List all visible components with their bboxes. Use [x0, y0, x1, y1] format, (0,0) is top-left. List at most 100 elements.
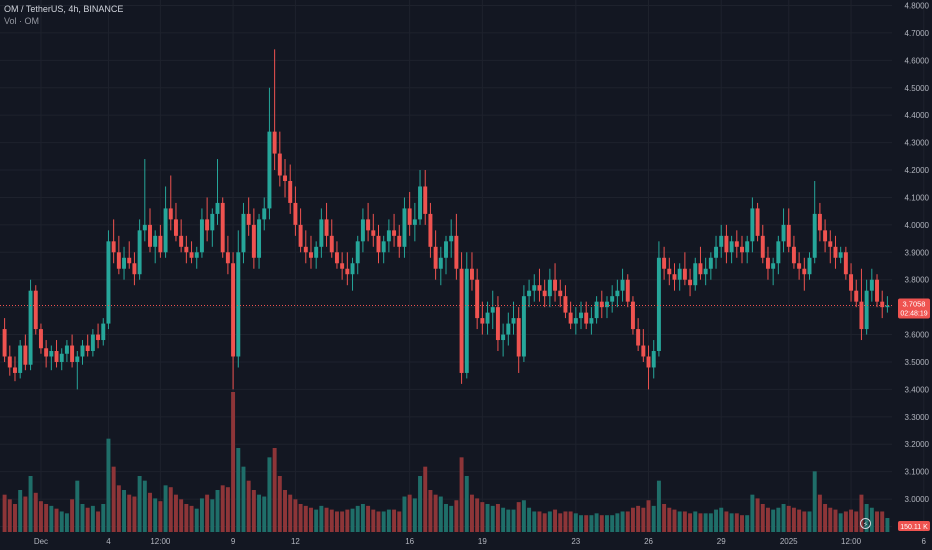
symbol-title[interactable]: OM / TetherUS, 4h, BINANCE — [4, 4, 124, 14]
candle-body — [755, 208, 760, 236]
candle-body — [776, 241, 781, 264]
volume-bar — [345, 509, 350, 532]
volume-bar — [225, 487, 230, 532]
volume-bar — [355, 505, 360, 532]
candle-body — [568, 312, 573, 324]
volume-bar — [838, 513, 843, 532]
volume-bar — [828, 507, 833, 532]
candle-body — [490, 307, 495, 313]
candle-body — [116, 252, 121, 269]
candle-body — [319, 219, 324, 247]
volume-bar — [90, 505, 95, 532]
volume-bar — [80, 504, 85, 532]
volume-bar — [677, 511, 682, 532]
candle-body — [708, 257, 713, 269]
volume-bar — [599, 515, 604, 532]
candle-body — [807, 257, 812, 275]
candle-body — [334, 252, 339, 264]
candle-body — [241, 213, 246, 253]
candle-body — [298, 224, 303, 247]
candle-body — [812, 213, 817, 258]
candle-body — [18, 345, 23, 373]
volume-bar — [449, 505, 454, 532]
volume-bar — [303, 505, 308, 532]
volume-bar — [85, 507, 90, 532]
volume-bar — [480, 502, 485, 532]
candle-body — [719, 235, 724, 247]
lightning-icon[interactable]: ⚡ — [860, 518, 871, 529]
candle-body — [231, 263, 236, 357]
volume-bar — [547, 511, 552, 532]
chart-legend: OM / TetherUS, 4h, BINANCE Vol · OM — [4, 3, 123, 27]
candle-body — [656, 257, 661, 352]
volume-bar — [558, 513, 563, 532]
candle-body — [786, 224, 791, 247]
candle-body — [454, 235, 459, 269]
candle-body — [277, 153, 282, 176]
candle-body — [38, 329, 43, 349]
candle-body — [257, 219, 262, 258]
volume-bar — [44, 504, 49, 532]
volume-bar — [111, 466, 116, 532]
candle-body — [127, 257, 132, 264]
volume-bar — [18, 490, 23, 532]
volume-bar — [433, 494, 438, 532]
volume-bar — [495, 504, 500, 532]
candle-body — [630, 301, 635, 330]
candle-body — [817, 213, 822, 231]
candle-body — [802, 268, 807, 275]
volume-indicator-label[interactable]: Vol · OM — [4, 16, 40, 26]
candle-body — [189, 252, 194, 258]
candle-body — [329, 235, 334, 253]
candle-body — [360, 219, 365, 242]
candle-body — [148, 224, 152, 247]
volume-bar — [625, 511, 630, 532]
volume-bar — [703, 513, 708, 532]
candle-body — [610, 296, 615, 302]
price-tick-label: 4.3000 — [905, 139, 930, 148]
candle-body — [594, 301, 599, 319]
volume-bar — [755, 498, 760, 532]
volume-bar — [615, 513, 620, 532]
volume-bar — [96, 511, 101, 532]
volume-bar — [641, 507, 646, 532]
volume-bars — [2, 392, 890, 532]
volume-bar — [511, 509, 516, 532]
candle-body — [350, 263, 355, 275]
volume-bar — [506, 509, 511, 532]
candle-body — [309, 252, 313, 258]
candle-body — [828, 241, 833, 247]
candle-body — [412, 219, 417, 225]
volume-bar — [148, 492, 152, 532]
volume-bar — [293, 499, 298, 532]
candle-body — [734, 241, 739, 247]
candle-body — [142, 224, 147, 231]
volume-bar — [70, 499, 75, 532]
candle-body — [303, 246, 308, 253]
volume-bar — [454, 500, 459, 532]
candle-body — [791, 246, 796, 264]
volume-bar — [360, 504, 365, 532]
volume-bar — [646, 500, 651, 532]
candle-body — [682, 268, 687, 280]
volume-bar — [163, 485, 168, 532]
candle-body — [101, 323, 106, 341]
candle-body — [833, 246, 838, 258]
price-tick-label: 3.3000 — [905, 413, 930, 422]
candle-body — [662, 257, 667, 269]
price-tick-label: 3.8000 — [905, 276, 930, 285]
volume-bar — [371, 509, 376, 532]
candle-body — [85, 345, 90, 352]
volume-bar — [521, 500, 526, 532]
candle-body — [771, 263, 776, 269]
candle-body — [641, 345, 646, 357]
candle-body — [184, 246, 189, 253]
candle-body — [23, 345, 28, 365]
candle-body — [501, 334, 506, 341]
volume-bar — [251, 490, 256, 532]
volume-bar — [59, 511, 64, 532]
volume-bar — [153, 498, 158, 532]
candle-body — [168, 208, 173, 220]
